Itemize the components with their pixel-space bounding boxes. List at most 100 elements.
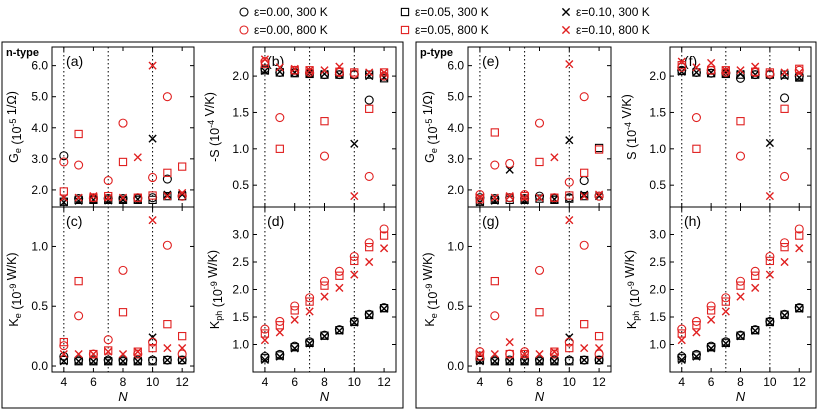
x-tick-label: 8 [536,375,543,389]
data-point [290,301,300,311]
data-point [89,349,98,359]
legend-label: ε=0.00, 800 K [254,23,328,37]
legend-entry: ε=0.00, 300 K [239,5,328,19]
data-point [365,104,374,113]
data-point [765,318,774,327]
y-axis-label: Ke (10-9 W/K) [5,252,24,326]
data-point [751,326,760,335]
data-point [579,240,589,250]
data-point [795,244,804,253]
data-point [594,191,604,201]
data-point [335,67,344,76]
data-point [350,256,359,266]
legend-label: ε=0.05, 800 K [415,23,489,37]
x-axis-label: N [535,389,545,404]
data-point [74,129,83,139]
data-point [580,191,589,201]
data-point [365,71,374,81]
data-point [677,57,686,66]
data-point [580,355,589,365]
data-point [133,347,142,356]
data-point [118,193,128,202]
panels: 2.0 3.0 4.0 5.0 6.0 Ge (10-5 1/Ω) (a) 0.5 1.0 1.5… [5,46,812,404]
data-point [335,70,344,79]
data-point [305,339,314,348]
y-tick-label: 2.0 [31,183,48,197]
data-point [735,151,746,161]
data-point [148,357,157,366]
y-tick-label: 3.0 [649,228,666,242]
data-point [320,281,329,290]
data-point [795,304,804,313]
y-tick-label: 2.0 [649,69,666,83]
data-point [535,349,544,359]
data-point [780,68,789,77]
data-point [594,349,604,359]
data-point [365,257,374,267]
legend-entry: ε=0.10, 300 K [561,5,650,19]
data-point [118,157,128,167]
data-point [490,357,499,366]
data-point [178,188,187,198]
data-point [564,177,574,187]
data-point [765,68,775,77]
data-point [320,292,329,301]
data-point [379,224,389,234]
y-tick-label: 1.0 [447,239,464,253]
x-tick-label: 4 [262,375,269,389]
data-point [677,324,687,334]
data-point [736,332,745,341]
data-point [490,349,499,359]
data-point [290,344,299,353]
data-point [706,306,716,315]
data-point [795,68,804,77]
data-point [59,187,68,196]
y-tick-label: 0.0 [447,359,464,373]
data-point [148,333,157,342]
y-tick-label: 4.0 [31,121,48,135]
data-point [319,276,330,286]
x-axis-label: N [736,389,746,404]
data-point [305,307,314,316]
data-point [89,192,98,201]
y-axis-label: Ke (10-9 W/K) [421,252,440,326]
data-point [148,134,157,143]
data-point [118,357,128,366]
data-point [104,357,113,366]
data-point [364,171,374,182]
y-tick-label: 6.0 [447,59,464,73]
data-point [520,193,529,202]
data-point [305,66,314,75]
data-point [534,118,545,128]
x-tick-label: 10 [763,375,777,389]
panel: 4 6 8 10 12 N 0.0 0.5 1.0 Ke (10-9 W/K) (g) [421,206,612,404]
data-point [148,191,157,200]
x-tick-label: 8 [321,375,328,389]
data-point [365,311,374,320]
data-point [260,354,270,363]
data-point [565,333,574,342]
data-point [379,304,389,313]
data-point [505,193,515,203]
data-point [579,92,589,102]
data-point [691,112,701,123]
data-point [490,196,499,205]
data-point [163,355,172,365]
data-point [260,336,270,345]
data-point [104,346,113,355]
data-point [520,357,529,366]
data-point [133,357,142,366]
data-point [565,136,574,145]
x-tick-label: 8 [737,375,744,389]
data-point [350,270,359,279]
data-point [275,352,284,361]
data-point [750,266,760,276]
data-point [751,70,760,79]
data-point [275,63,284,72]
data-point [118,195,128,204]
data-point [780,171,790,182]
legend-marker-circle-icon [239,7,249,17]
y-tick-label: 1.0 [232,338,249,352]
data-point [692,328,701,337]
data-point [736,117,745,126]
